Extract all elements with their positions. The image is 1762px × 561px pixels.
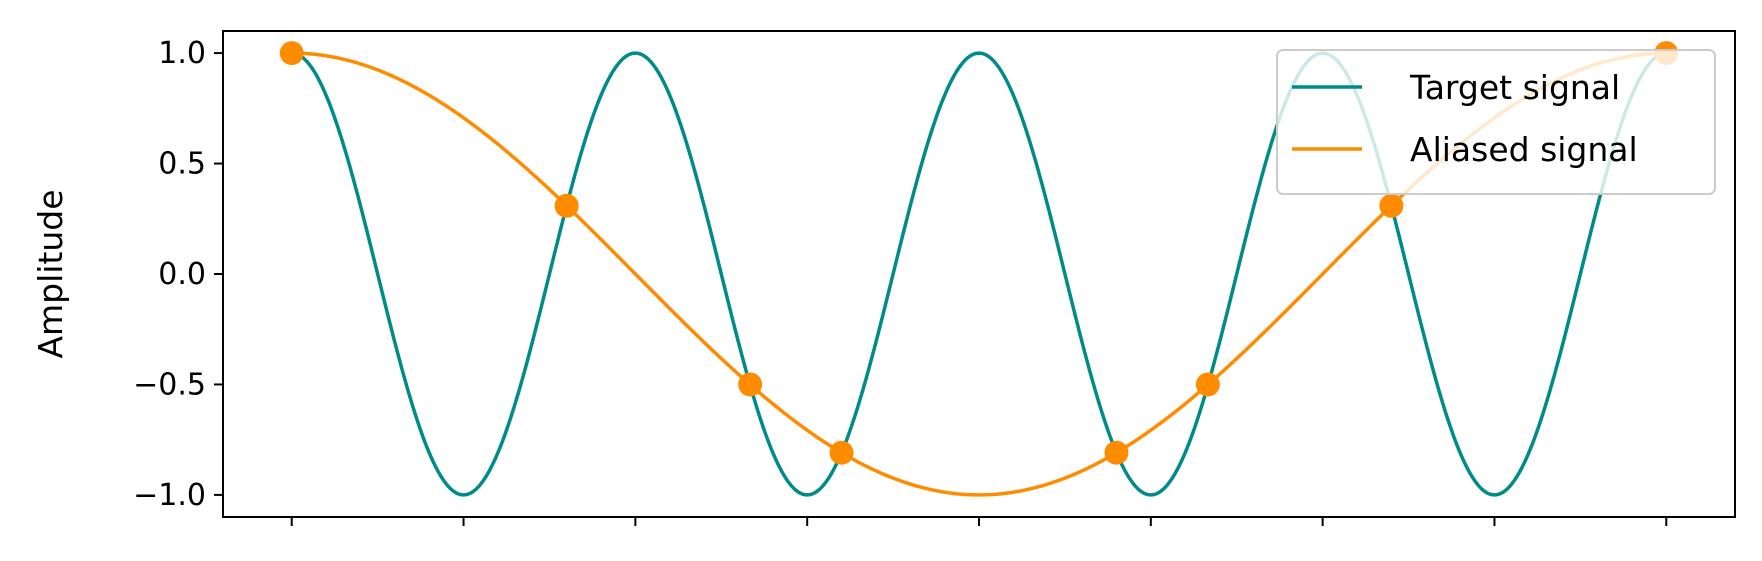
legend-box <box>1276 49 1716 195</box>
y-axis: −1.0 −0.5 0.0 0.5 1.0 <box>133 36 223 513</box>
y-tick-label: 0.0 <box>158 257 206 292</box>
sample-point <box>1104 440 1129 465</box>
y-tick-label: −1.0 <box>133 478 206 513</box>
y-tick-label: 0.5 <box>158 147 206 182</box>
y-tick-label: 1.0 <box>158 36 206 71</box>
sample-point <box>554 193 579 218</box>
x-axis <box>290 517 1668 526</box>
sample-point <box>1195 372 1220 397</box>
legend: Target signal Aliased signal <box>1276 49 1716 195</box>
markers-layer <box>279 41 1679 465</box>
series-line-0 <box>291 51 1667 497</box>
sample-point <box>829 440 854 465</box>
y-axis-label: Amplitude <box>31 189 70 358</box>
legend-label: Aliased signal <box>1410 130 1638 169</box>
plot-frame <box>222 30 1736 518</box>
legend-label: Target signal <box>1409 68 1620 107</box>
y-tick-label: −0.5 <box>133 367 206 402</box>
sample-point <box>738 372 763 397</box>
sample-point <box>279 41 304 66</box>
sample-point <box>1379 193 1404 218</box>
